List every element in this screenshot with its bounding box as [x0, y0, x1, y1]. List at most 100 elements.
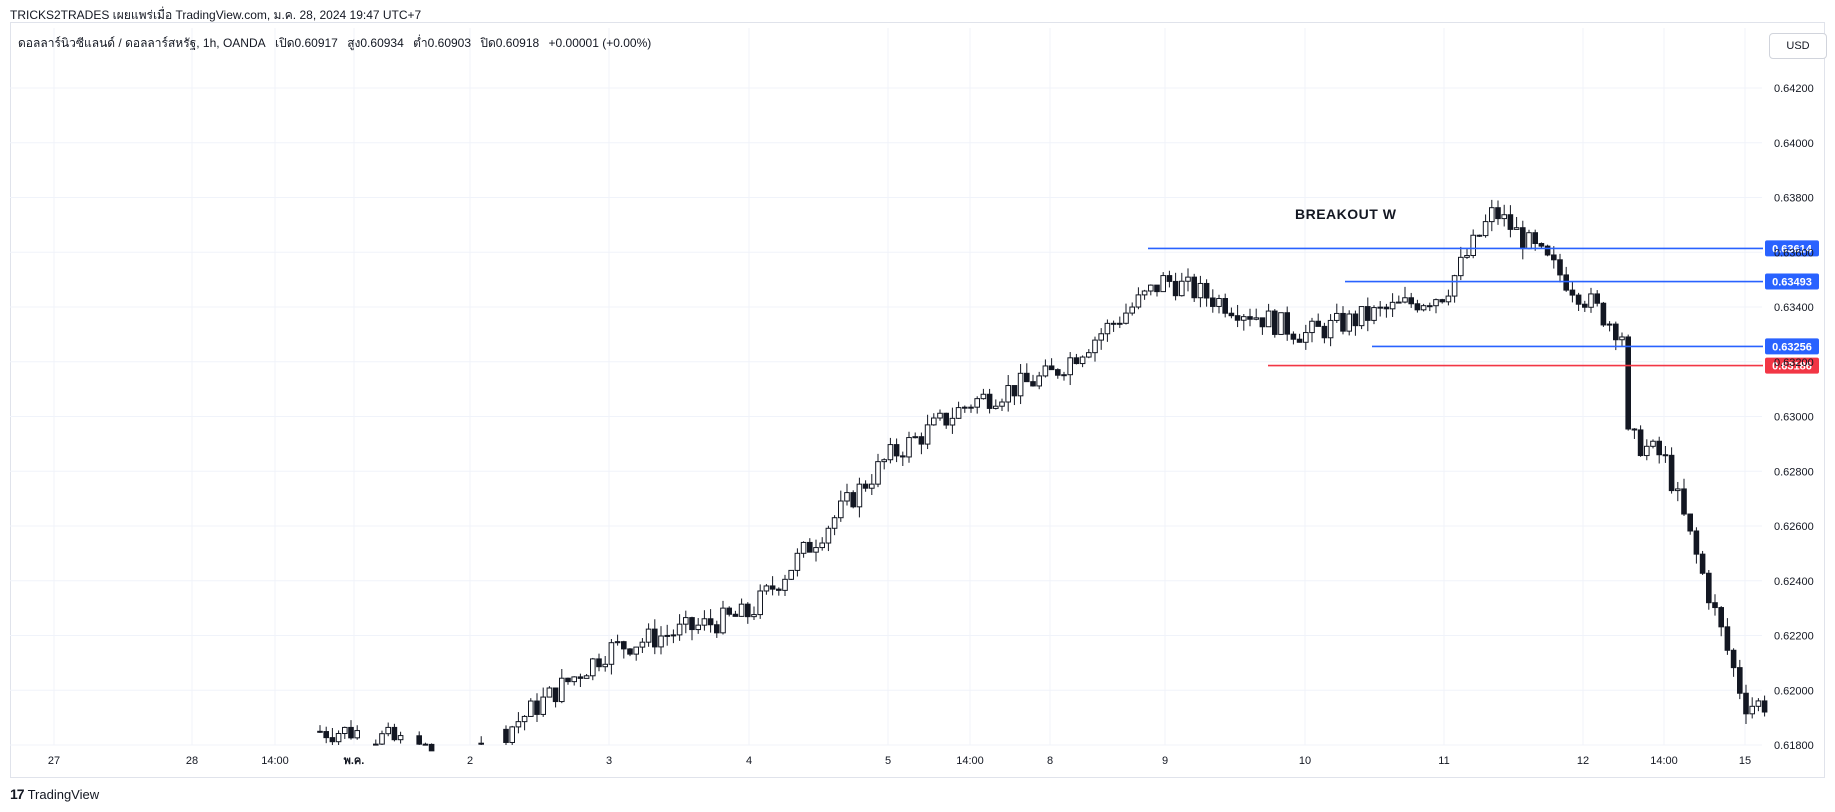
candle-body — [757, 590, 764, 616]
candle — [552, 687, 559, 708]
candle-body — [1650, 440, 1656, 447]
candle-body — [714, 624, 720, 634]
candle-body — [1278, 312, 1284, 335]
candle-body — [317, 730, 323, 733]
candle-body — [850, 492, 857, 508]
candle — [887, 437, 894, 464]
candle — [664, 624, 671, 646]
candle — [1396, 295, 1402, 304]
candle — [937, 409, 943, 421]
candle — [528, 698, 534, 717]
candle-body — [1055, 369, 1061, 376]
y-tick-label: 0.61800 — [1774, 740, 1814, 752]
candle-body — [1687, 513, 1694, 532]
candle — [590, 657, 596, 681]
candle — [1265, 303, 1272, 328]
candle-body — [397, 735, 404, 741]
candle-body — [546, 687, 553, 698]
candle — [1489, 199, 1495, 232]
low-value: ต่ำ0.60903 — [413, 36, 472, 50]
candle — [1563, 266, 1570, 292]
candle — [1017, 364, 1024, 405]
candle — [1098, 328, 1105, 350]
candle — [751, 606, 757, 620]
candle-body — [1160, 275, 1167, 293]
candle-body — [645, 628, 652, 643]
candle — [1458, 246, 1464, 281]
candle-body — [515, 721, 522, 728]
candle-body — [1433, 299, 1439, 307]
candle — [1538, 242, 1545, 249]
candle — [1687, 513, 1694, 535]
candle — [1241, 314, 1247, 331]
candle — [1699, 550, 1706, 575]
candle-body — [1507, 214, 1514, 230]
candle-body — [1668, 454, 1675, 492]
candle-body — [1737, 667, 1743, 694]
candle-body — [1104, 322, 1111, 335]
candle-body — [521, 715, 528, 723]
candle-body — [602, 663, 609, 668]
candle-body — [590, 658, 596, 677]
candle-body — [999, 401, 1005, 407]
x-tick-label: 28 — [186, 755, 198, 767]
candle-body — [1619, 336, 1625, 341]
candle — [540, 687, 547, 717]
candle — [714, 620, 720, 638]
candle-body — [565, 677, 571, 683]
candle — [1377, 301, 1384, 317]
candle-body — [1681, 488, 1687, 515]
candle-body — [1327, 319, 1334, 339]
candle — [1166, 270, 1173, 288]
candle — [782, 574, 788, 596]
candle — [1637, 425, 1644, 457]
candle-body — [583, 675, 590, 679]
candle-body — [1699, 553, 1706, 574]
candle-body — [763, 585, 770, 592]
candle — [1408, 292, 1415, 308]
candle-body — [1464, 255, 1470, 258]
candle — [329, 727, 336, 745]
candle — [999, 398, 1005, 411]
candle-body — [1482, 221, 1489, 237]
candle — [1290, 331, 1297, 345]
candle — [962, 405, 968, 413]
candle — [1104, 319, 1111, 342]
candle-body — [1135, 294, 1142, 308]
candle — [819, 537, 826, 551]
x-tick-label: 4 — [746, 755, 752, 767]
currency-button[interactable]: USD — [1769, 33, 1827, 59]
candle-body — [689, 617, 695, 631]
candle-body — [776, 588, 782, 591]
candle-body — [1352, 313, 1359, 327]
candle-body — [1290, 333, 1297, 340]
candle-body — [1234, 315, 1241, 321]
candle — [869, 474, 875, 496]
candle-body — [596, 658, 602, 668]
candle — [776, 587, 782, 596]
candle — [1532, 229, 1539, 251]
candle — [788, 569, 795, 580]
candle — [900, 451, 906, 466]
chart-frame[interactable] — [10, 22, 1825, 778]
candle — [1389, 293, 1396, 317]
candle — [503, 725, 509, 745]
candle — [1278, 312, 1284, 335]
symbol-info: ดอลลาร์นิวซีแลนด์ / ดอลลาร์สหรัฐ, 1h, OA… — [18, 34, 657, 53]
candle — [1513, 216, 1520, 230]
candle — [1303, 324, 1309, 350]
x-tick-label: 3 — [606, 755, 612, 767]
candle-body — [788, 569, 795, 580]
candle — [974, 396, 981, 414]
candle-body — [1427, 305, 1433, 308]
x-tick-label: 9 — [1162, 755, 1168, 767]
candle — [317, 725, 323, 733]
candle — [670, 629, 677, 644]
candle — [1061, 371, 1067, 381]
candle — [583, 673, 590, 679]
candle-body — [509, 726, 515, 743]
candle-body — [1284, 312, 1291, 335]
candle — [683, 610, 689, 634]
candle-body — [720, 607, 726, 634]
